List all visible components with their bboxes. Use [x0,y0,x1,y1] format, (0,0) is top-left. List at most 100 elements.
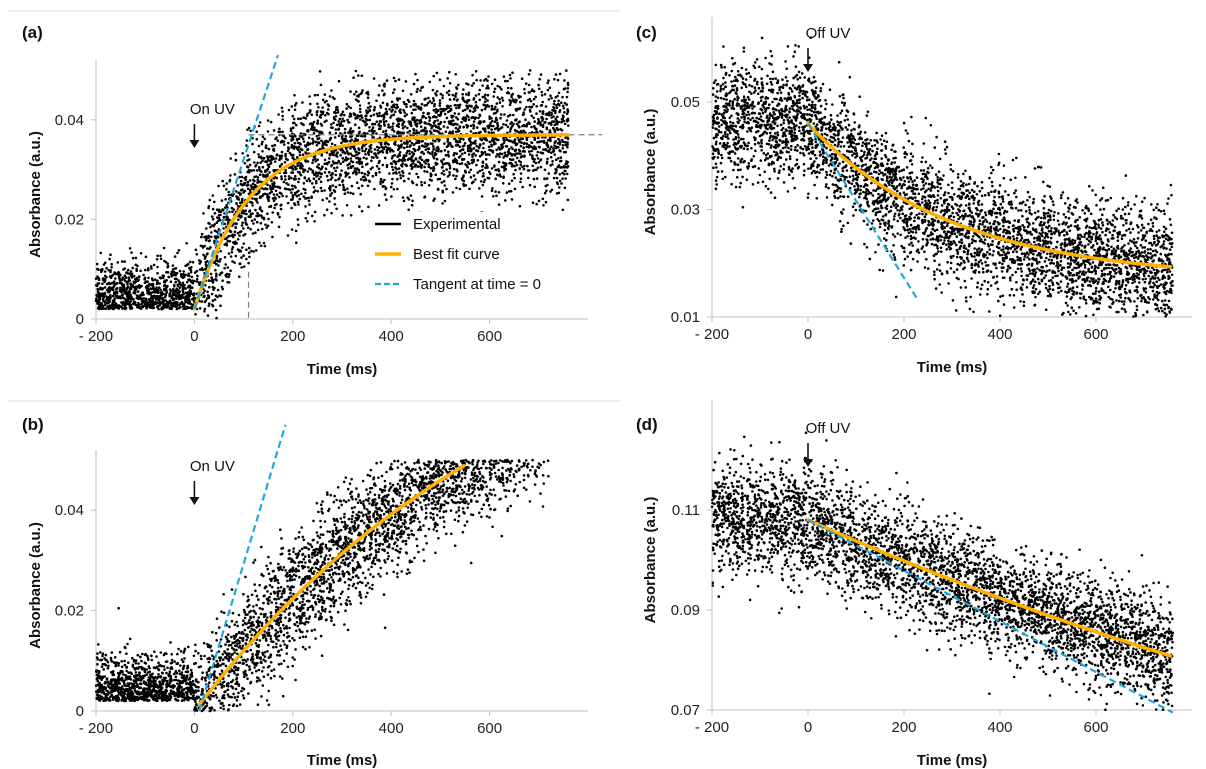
experimental-point [566,137,570,140]
experimental-point [448,98,452,101]
experimental-point [368,108,372,112]
experimental-point [518,204,522,208]
experimental-point [555,168,558,172]
experimental-point [540,151,544,155]
experimental-point [383,193,387,196]
experimental-point [530,125,533,129]
experimental-point [368,118,372,122]
experimental-point [109,276,113,280]
experimental-point [408,139,412,143]
experimental-point [206,314,210,317]
experimental-point [329,137,332,140]
experimental-point [94,277,98,281]
experimental-point [493,471,497,475]
experimental-point [460,162,464,165]
experimental-point [424,97,427,101]
experimental-point [387,123,390,126]
experimental-point [417,107,421,110]
experimental-point [321,198,325,202]
experimental-point [410,163,413,166]
experimental-point [432,165,436,169]
experimental-point [431,124,434,128]
experimental-point [538,140,542,143]
experimental-point [252,178,255,182]
experimental-point [537,87,541,91]
experimental-point [530,149,533,153]
experimental-point [139,269,142,273]
experimental-point [457,112,461,116]
experimental-point [140,293,143,296]
experimental-point [280,648,283,651]
experimental-point [163,305,166,308]
experimental-point [260,209,263,213]
experimental-point [297,189,300,193]
experimental-point [304,647,307,651]
experimental-point [391,155,395,158]
experimental-point [500,96,504,100]
experimental-point [262,157,266,160]
experimental-point [428,119,431,122]
experimental-point [434,153,437,157]
experimental-point [431,88,435,92]
experimental-point [420,158,424,162]
experimental-point [537,119,541,123]
experimental-point [319,180,323,184]
experimental-point [535,154,539,157]
experimental-point [242,242,246,245]
experimental-point [548,86,552,90]
experimental-point [523,155,526,158]
experimental-point [528,153,532,156]
experimental-point [523,124,527,128]
experimental-point [452,97,456,101]
experimental-point [375,165,379,168]
experimental-point [155,655,158,658]
experimental-point [400,163,403,167]
experimental-point [493,107,496,111]
experimental-point [464,163,467,166]
experimental-point [382,118,385,121]
experimental-point [452,153,456,157]
experimental-point [545,177,549,180]
experimental-point [177,249,181,252]
experimental-point [238,175,241,179]
experimental-point [167,275,171,279]
experimental-point [531,201,535,204]
experimental-point [410,167,414,170]
experimental-point [401,174,405,178]
experimental-point [318,70,322,73]
experimental-point [360,171,364,175]
experimental-point [471,158,474,162]
experimental-point [103,300,106,303]
experimental-point [472,120,476,123]
experimental-point [532,160,536,163]
experimental-point [301,535,305,539]
experimental-point [279,553,283,556]
experimental-point [433,139,437,143]
experimental-point [349,139,352,143]
experimental-point [462,99,466,102]
experimental-point [391,165,394,169]
experimental-point [427,184,431,187]
experimental-point [470,116,473,120]
experimental-point [211,217,215,221]
experimental-point [327,108,330,111]
experimental-point [379,125,383,128]
experimental-point [496,121,499,125]
experimental-point [454,95,457,98]
experimental-point [136,264,139,268]
experimental-point [202,212,205,215]
experimental-point [555,181,559,184]
experimental-point [463,151,467,155]
experimental-point [410,481,414,485]
experimental-point [210,278,214,282]
experimental-point [483,178,487,182]
experimental-point [253,161,256,164]
experimental-point [490,189,494,192]
experimental-point [281,118,285,121]
experimental-point [241,152,244,155]
experimental-point [550,96,553,100]
experimental-point [375,112,379,116]
experimental-point [442,180,446,183]
experimental-point [349,90,352,93]
experimental-point [204,299,208,303]
